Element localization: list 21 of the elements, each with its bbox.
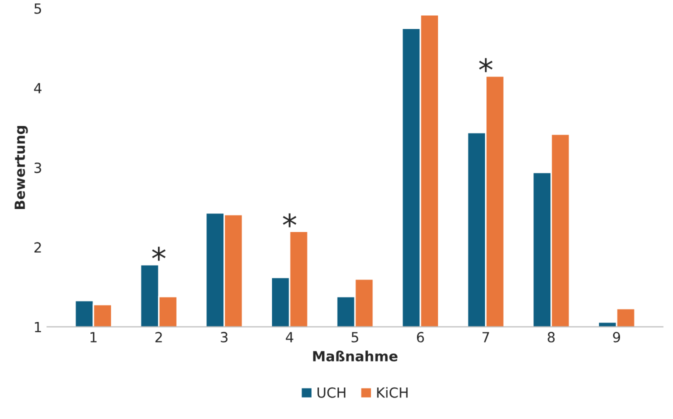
x-tick-label: 2 — [155, 332, 162, 342]
x-tick-label: 5 — [352, 332, 358, 342]
y-tick-label: 4 — [34, 83, 42, 94]
x-tick-label: 9 — [613, 332, 620, 342]
y-tick-label: 2 — [34, 242, 41, 252]
x-tick-label: 7 — [482, 332, 490, 342]
y-tick-label: 5 — [34, 4, 42, 14]
x-axis-title: Maßnahme — [313, 350, 398, 362]
x-tick-label: 4 — [286, 332, 294, 342]
y-axis-title: Bewertung — [14, 126, 28, 210]
annotation: * — [479, 58, 493, 72]
x-tick-label: 1 — [90, 332, 97, 342]
annotation: * — [282, 213, 296, 228]
legend-label: KiCH — [377, 387, 408, 398]
legend-label: UCH — [318, 387, 346, 398]
y-tick-label: 3 — [34, 162, 42, 174]
x-tick-label: 6 — [416, 332, 424, 342]
x-tick-label: 3 — [220, 332, 228, 342]
y-tick-label: 1 — [34, 322, 41, 332]
annotation: * — [152, 246, 166, 261]
x-tick-label: 8 — [548, 332, 555, 342]
